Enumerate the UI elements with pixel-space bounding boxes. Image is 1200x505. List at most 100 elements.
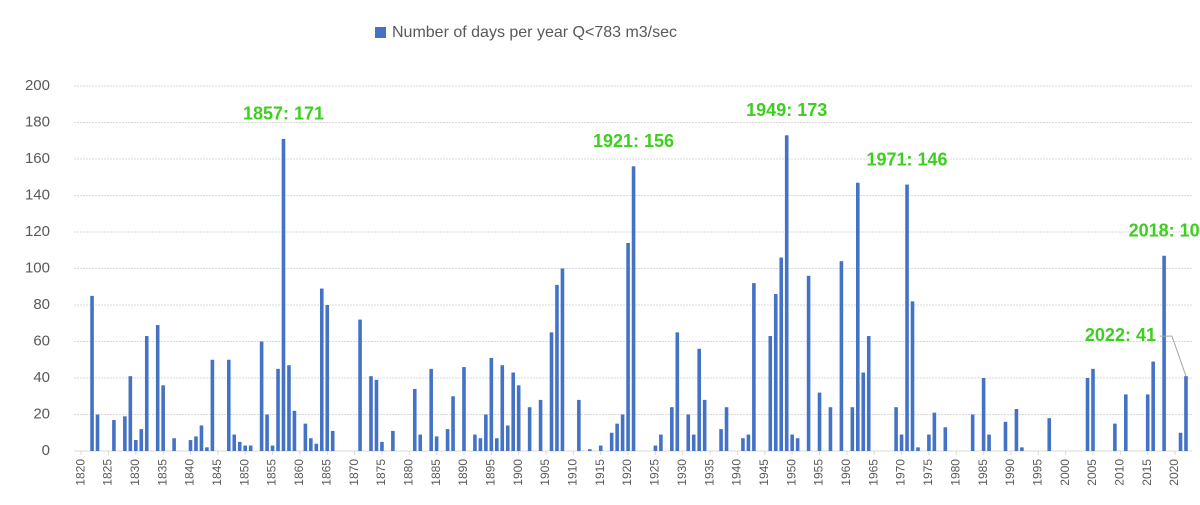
x-tick-label: 1950 [784, 459, 798, 486]
bar [210, 359, 215, 451]
bar [784, 135, 789, 451]
x-tick-label: 1895 [484, 459, 498, 486]
bar [516, 385, 521, 451]
bar [719, 429, 723, 451]
bar [577, 399, 581, 451]
bar [199, 425, 204, 451]
bar [473, 434, 477, 451]
bar [134, 440, 138, 451]
bar [598, 445, 603, 451]
bar [325, 305, 330, 451]
bar [686, 414, 691, 451]
bar [95, 414, 100, 451]
bar [752, 283, 756, 451]
bar [90, 295, 94, 451]
bar [866, 336, 871, 451]
y-tick-label: 200 [25, 77, 50, 94]
bar [259, 341, 264, 451]
bar [1124, 394, 1128, 451]
bar [188, 440, 193, 451]
bar [806, 275, 811, 451]
bar [779, 257, 784, 451]
bar [817, 392, 822, 451]
bar [445, 429, 450, 451]
y-tick-label: 60 [33, 332, 50, 349]
bar [243, 445, 248, 451]
bar [412, 388, 417, 451]
bar [276, 368, 280, 451]
x-tick-label: 1960 [839, 459, 853, 486]
x-tick-label: 1925 [648, 459, 662, 486]
bar [697, 348, 701, 451]
x-tick-label: 2010 [1113, 459, 1127, 486]
bar [155, 325, 160, 451]
bar [391, 430, 395, 451]
bar [194, 436, 198, 451]
bar [478, 438, 483, 451]
bar [631, 166, 636, 452]
bar [451, 396, 455, 451]
y-tick-label: 120 [25, 223, 50, 240]
bar [112, 419, 116, 451]
x-tick-label: 1860 [292, 459, 306, 486]
bar [265, 414, 269, 451]
y-tick-label: 40 [33, 369, 50, 386]
bar [270, 445, 275, 451]
bar [828, 407, 833, 451]
bar [489, 357, 494, 451]
x-tick-label: 1825 [101, 459, 115, 486]
bar [899, 434, 904, 451]
bar [1162, 255, 1166, 451]
bar [292, 410, 297, 451]
bar [587, 449, 592, 451]
x-tick-label: 1965 [866, 459, 880, 486]
bar [511, 372, 516, 451]
bar [856, 182, 860, 451]
bar [309, 438, 313, 451]
x-tick-label: 2015 [1140, 459, 1154, 486]
bar [659, 434, 663, 451]
bar [380, 441, 384, 451]
bar [691, 434, 696, 451]
bar [910, 301, 915, 451]
bar [281, 138, 286, 452]
bar [1091, 368, 1095, 451]
x-tick-label: 1830 [128, 459, 142, 486]
bar [462, 367, 466, 451]
bar [549, 332, 554, 451]
bar [932, 412, 937, 451]
bar [795, 438, 800, 451]
bar [987, 434, 991, 451]
x-tick-label: 1935 [702, 459, 716, 486]
x-tick-label: 2005 [1085, 459, 1099, 486]
bar [172, 438, 176, 451]
bar [144, 336, 149, 451]
bar [850, 407, 855, 451]
bar [1047, 418, 1052, 451]
leader-line [1159, 335, 1187, 377]
annotation: 1921: 156 [593, 131, 674, 151]
x-tick-label: 1920 [620, 459, 634, 486]
bar [434, 436, 439, 451]
bar [839, 261, 844, 451]
bar [495, 438, 499, 451]
bar [670, 407, 674, 451]
y-tick-label: 140 [25, 186, 50, 203]
bar [702, 399, 707, 451]
x-tick-label: 2020 [1167, 459, 1181, 486]
bar [927, 434, 931, 451]
x-tick-label: 1930 [675, 459, 689, 486]
x-tick-label: 1845 [210, 459, 224, 486]
x-tick-label: 1855 [265, 459, 279, 486]
bar [128, 376, 133, 451]
bar [981, 378, 986, 451]
x-tick-label: 1835 [155, 459, 169, 486]
bar [626, 242, 630, 451]
x-tick-label: 2000 [1058, 459, 1072, 486]
bar [894, 407, 898, 451]
bar [861, 372, 866, 451]
annotation: 1949: 173 [746, 100, 827, 120]
bar [1184, 376, 1188, 451]
bar [560, 268, 565, 451]
bar [123, 416, 127, 451]
